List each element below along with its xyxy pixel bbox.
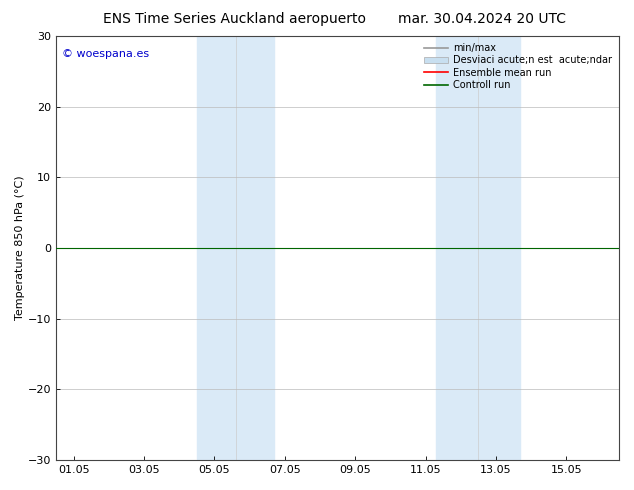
Bar <box>436 36 521 460</box>
Text: mar. 30.04.2024 20 UTC: mar. 30.04.2024 20 UTC <box>398 12 566 26</box>
Bar <box>197 36 275 460</box>
Text: © woespana.es: © woespana.es <box>61 49 149 59</box>
Text: ENS Time Series Auckland aeropuerto: ENS Time Series Auckland aeropuerto <box>103 12 366 26</box>
Y-axis label: Temperature 850 hPa (°C): Temperature 850 hPa (°C) <box>15 176 25 320</box>
Legend: min/max, Desviaci acute;n est  acute;ndar, Ensemble mean run, Controll run: min/max, Desviaci acute;n est acute;ndar… <box>420 39 616 94</box>
